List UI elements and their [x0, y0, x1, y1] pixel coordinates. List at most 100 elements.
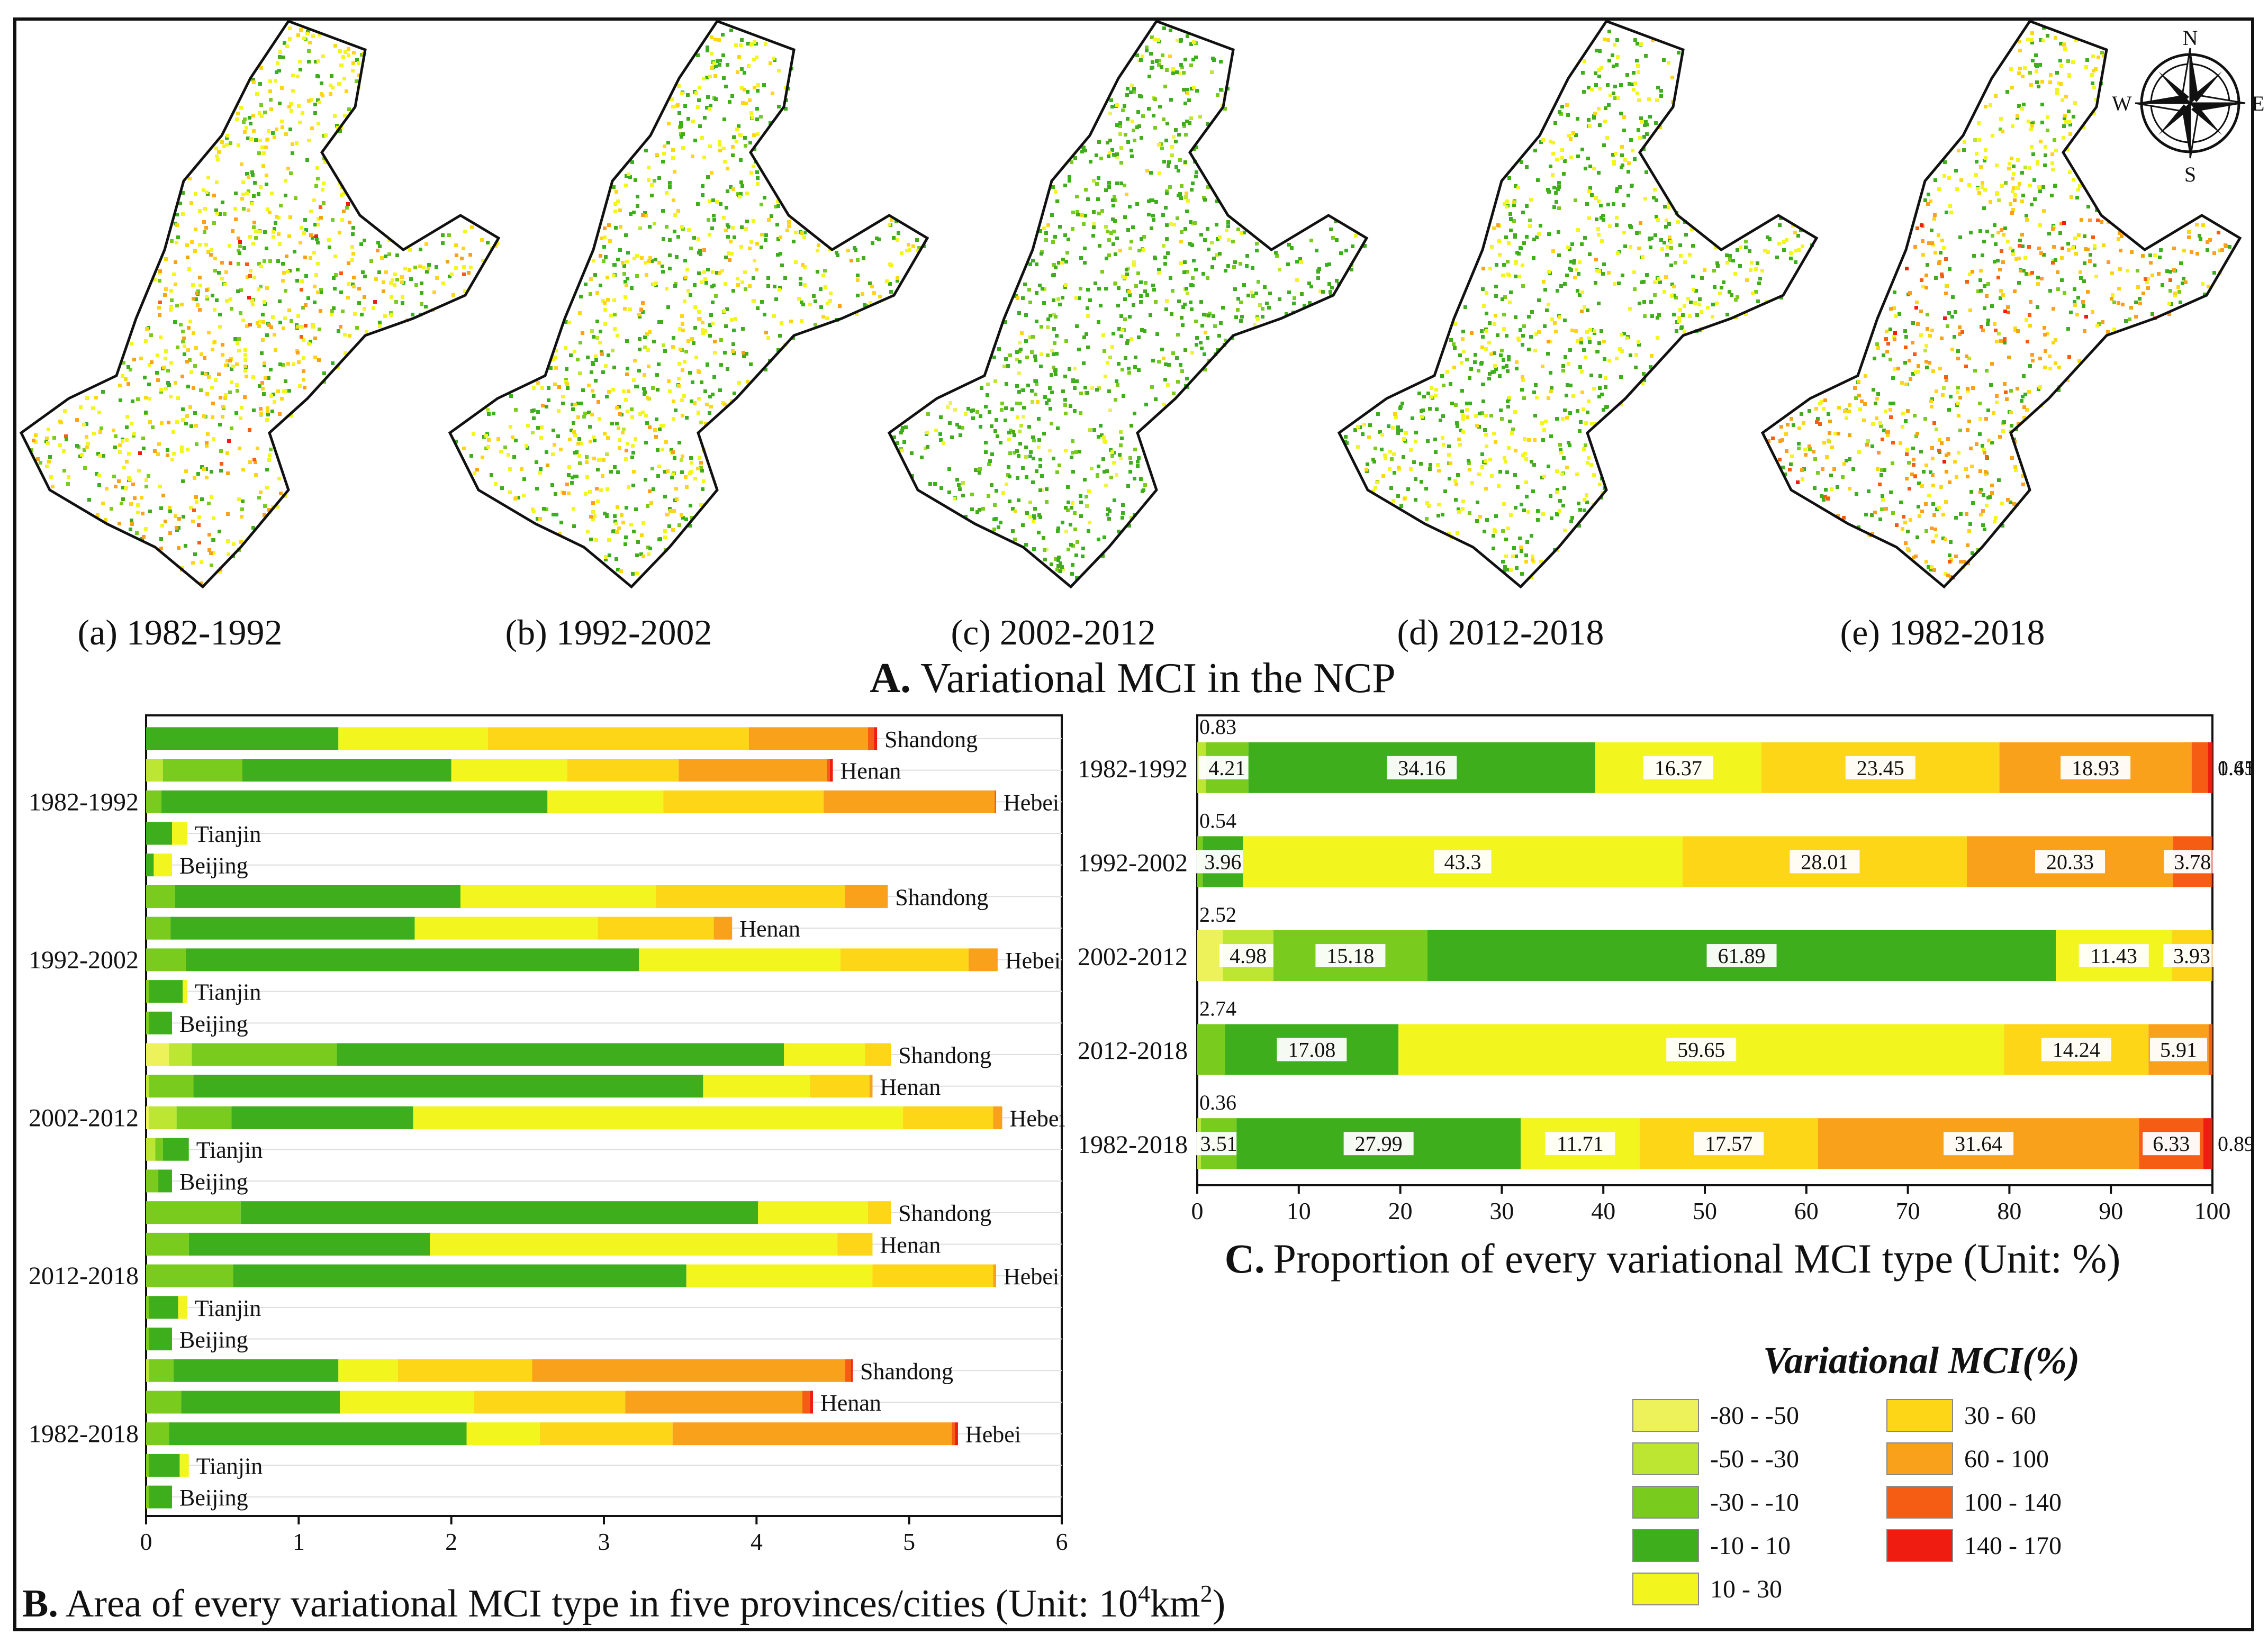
panel-c-tick-label: 80 [1997, 1197, 2021, 1224]
panel-c-data-label: 43.3 [1444, 850, 1481, 874]
panel-b-bar-segment [338, 727, 488, 750]
panel-b-bar-segment [162, 1138, 189, 1161]
panel-b-bar-segment [810, 1075, 870, 1098]
panel-b-bar-segment [845, 885, 888, 908]
panel-b-bar-segment [338, 1359, 398, 1382]
panel-b-bar-segment [193, 1075, 703, 1098]
map-5 [1760, 19, 2242, 589]
panel-b-group-label: 1992-2002 [29, 946, 139, 974]
panel-b-bar-segment [337, 1043, 784, 1066]
panel-c-label-box [1790, 850, 1860, 874]
map-label-d: (d) 2012-2018 [1397, 612, 1604, 652]
panel-b-bar-segment [397, 1359, 532, 1382]
panel-b-row-label: Tianjin [196, 1453, 263, 1479]
panel-b-bar-segment [175, 885, 460, 908]
panel-b-bar-segment [146, 916, 171, 940]
map-1 [19, 19, 501, 589]
panel-c-label-box [2061, 756, 2131, 779]
panel-b-bar-segment [146, 1328, 149, 1351]
panel-b-bar-segment [547, 790, 664, 813]
panel-c-data-label: 1.61 [2218, 756, 2255, 780]
panel-b-row-label: Beijing [179, 853, 248, 879]
panel-b-bar-segment [872, 1264, 993, 1287]
panel-b-bar-segment [340, 1391, 474, 1414]
panel-b-bar-segment [713, 916, 733, 940]
map-label-e: (e) 1982-2018 [1840, 612, 2045, 652]
panel-b-tick-label: 6 [1056, 1528, 1068, 1555]
panel-c-label-box [1219, 944, 1277, 967]
panel-b-bar-segment [474, 1391, 626, 1414]
panel-b-bar-segment [995, 790, 997, 813]
panel-c-row-label: 1992-2002 [1078, 849, 1188, 877]
panel-b-bar-segment [149, 1296, 178, 1319]
panel-b-group-label: 1982-2018 [29, 1420, 139, 1448]
panel-a-letter: A. [870, 655, 911, 702]
panel-b-bar-segment [146, 727, 339, 750]
panel-b-bar-segment [539, 1422, 673, 1446]
panel-b-bar-segment [567, 759, 679, 782]
panel-b-bar-segment [146, 885, 175, 908]
map-pixels-3 [1781, 26, 2231, 571]
panel-b-bar-segment [663, 790, 824, 813]
map-background [21, 21, 499, 587]
panel-c-data-label: 31.64 [1955, 1132, 2002, 1156]
panel-c-label-box [1434, 850, 1492, 874]
panel-c-bar-segment [2208, 1024, 2212, 1075]
panel-b-bar-segment [868, 727, 874, 750]
panel-c-bar-segment [1197, 930, 1223, 981]
panel-b-group-label: 2012-2018 [29, 1262, 139, 1290]
panel-c-data-label: 23.45 [1857, 756, 1904, 780]
panel-b-row-label: Hebei [1005, 948, 1061, 974]
panel-c-data-label: 27.99 [1355, 1132, 1403, 1156]
legend-label: 10 - 30 [1710, 1575, 1782, 1603]
panel-b-bar-segment [146, 790, 161, 813]
panel-b-bar-segment [993, 1106, 1002, 1129]
panel-b-bar-segment [149, 1485, 173, 1509]
panel-b-bar-segment [451, 759, 567, 782]
panel-b-tick-label: 2 [445, 1528, 457, 1555]
map-labels: (a) 1982-1992 (b) 1992-2002 (c) 2002-201… [77, 612, 2045, 652]
panel-c-data-label: 28.01 [1801, 850, 1848, 874]
panel-b-bar-segment [161, 790, 548, 813]
panel-b-bar-segment [172, 822, 187, 845]
panel-a-maps [19, 19, 2242, 589]
panel-c-data-label: 3.78 [2174, 850, 2211, 874]
legend-label: 30 - 60 [1964, 1402, 2036, 1430]
compass-s: S [2184, 162, 2196, 186]
compass-rose-icon: N S E W [2112, 26, 2264, 186]
panel-b-bar-segment [146, 948, 186, 971]
panel-c-bar-segment [1197, 1024, 1225, 1075]
panel-b-bar-segment [826, 759, 830, 782]
panel-c-label-box [1198, 756, 1256, 779]
panel-c-data-label: 4.21 [1208, 756, 1245, 780]
panel-c-row-label: 1982-1992 [1078, 755, 1188, 783]
panel-c-tick-label: 60 [1794, 1197, 1819, 1224]
panel-b-bar-segment [598, 916, 714, 940]
panel-b-bar-segment [146, 1264, 233, 1287]
panel-b-bar-segment [829, 759, 833, 782]
panel-b-bar-segment [784, 1043, 865, 1066]
panel-c-data-label: 6.33 [2153, 1132, 2190, 1156]
panel-c-label-box [1194, 850, 1252, 874]
panel-c-tick-label: 100 [2194, 1197, 2231, 1224]
map-outline [19, 19, 501, 589]
panel-b-bar-segment [146, 853, 154, 877]
panel-c-bar-segment [2203, 1118, 2212, 1169]
panel-c-data-label: 59.65 [1677, 1038, 1725, 1062]
panel-c-tick-label: 30 [1489, 1197, 1514, 1224]
panel-b-row-label: Hebei [965, 1422, 1021, 1448]
panel-b-row-label: Henan [841, 758, 901, 784]
panel-a-title: A. Variational MCI in the NCP [870, 655, 1395, 702]
panel-c-data-label: 16.37 [1655, 756, 1702, 780]
panel-c-label-box [2079, 944, 2149, 967]
panel-b-tick-label: 0 [140, 1528, 152, 1555]
map-background [1763, 21, 2240, 587]
panel-b-bar-segment [155, 1138, 163, 1161]
panel-b-row-label: Beijing [179, 1169, 248, 1195]
panel-c-label-box [1845, 756, 1915, 779]
panel-b-bar-segment [146, 1138, 156, 1161]
panel-b-tick-label: 1 [293, 1528, 305, 1555]
panel-b-bar-segment [146, 1359, 149, 1382]
panel-c-row-label: 1982-2018 [1078, 1131, 1188, 1159]
panel-c-label-box [2035, 850, 2106, 874]
